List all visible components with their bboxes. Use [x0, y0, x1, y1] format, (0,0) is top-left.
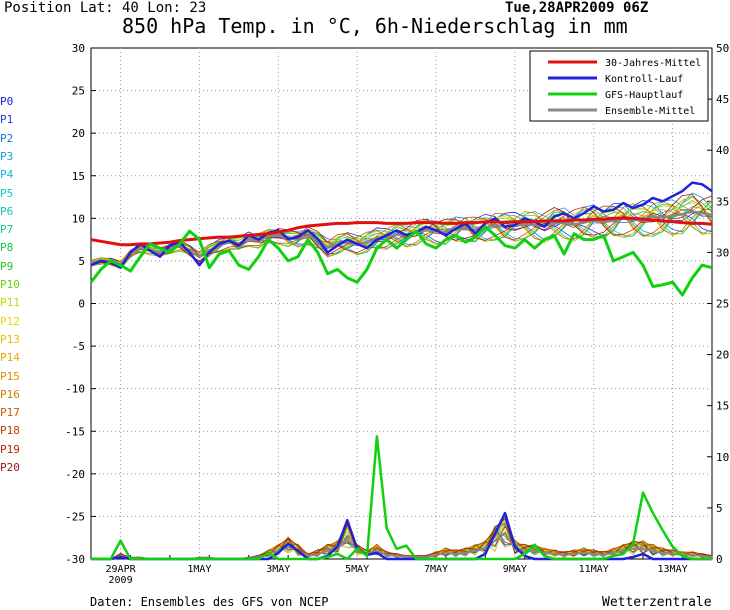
legend: 30-Jahres-Mittel Kontroll-Lauf GFS-Hauptla… [529, 50, 709, 122]
x-tick-label: 11MAY [579, 564, 609, 575]
grid [91, 48, 712, 559]
right-tick-label: 15 [716, 400, 729, 413]
left-tick-label: 10 [72, 212, 85, 225]
right-tick-label: 40 [716, 144, 729, 157]
right-tick-label: 35 [716, 195, 729, 208]
ensemble-member-label: P16 [0, 387, 20, 401]
ensemble-member-label: P17 [0, 406, 20, 420]
left-tick-label: -5 [72, 340, 85, 353]
legend-label: Kontroll-Lauf [605, 74, 683, 85]
run-date: Tue,28APR2009 06Z [505, 0, 649, 16]
ensemble-member-label: P14 [0, 351, 20, 365]
right-tick-label: 30 [716, 246, 729, 259]
ensemble-member-label: P13 [0, 332, 20, 346]
left-tick-label: 30 [72, 42, 85, 55]
ensemble-member-label: P9 [0, 259, 14, 273]
x-tick-label: 5MAY [345, 564, 369, 575]
ensemble-member-label: P11 [0, 296, 20, 310]
x-tick-label: 3MAY [266, 564, 290, 575]
ensemble-member-label: P1 [0, 113, 14, 127]
x-tick-label: 13MAY [658, 564, 688, 575]
right-tick-label: 5 [716, 502, 723, 515]
ensemble-member-label: P10 [0, 278, 20, 291]
ensemble-member-label: P6 [0, 204, 14, 218]
chart-title: 850 hPa Temp. in °C, 6h-Niederschlag in … [122, 14, 628, 38]
right-tick-label: 25 [716, 298, 729, 311]
legend-label: 30-Jahres-Mittel [605, 58, 701, 69]
right-tick-label: 50 [716, 42, 729, 55]
ensemble-member-label: P18 [0, 424, 20, 438]
ensemble-member-label: P8 [0, 241, 14, 255]
ensemble-member-label: P5 [0, 186, 14, 200]
x-tick-label: 7MAY [424, 564, 448, 575]
left-tick-label: -10 [65, 383, 85, 396]
x-tick-label: 1MAY [187, 564, 211, 575]
x-tick-label: 9MAY [503, 564, 527, 575]
ensemble-member-label: P19 [0, 442, 20, 456]
position-label: Position Lat: 40 Lon: 23 [4, 0, 207, 16]
series-lines [89, 181, 713, 561]
axes: 302520151050-5-10-15-20-25-3050454035302… [65, 42, 729, 586]
ensemble-member-label: P15 [0, 369, 20, 383]
left-tick-label: -30 [65, 553, 85, 566]
member-temp-line [90, 195, 713, 266]
ensemble-member-label: P2 [0, 131, 14, 145]
left-tick-label: -20 [65, 468, 85, 481]
data-source: Daten: Ensembles des GFS von NCEP [90, 595, 329, 609]
right-tick-label: 20 [716, 349, 729, 362]
left-tick-label: 25 [72, 85, 85, 98]
series-line-niederschlag-gfs-hauptlauf [91, 435, 712, 561]
member-precip-line [91, 521, 713, 560]
series-line-kontroll-lauf [90, 181, 713, 269]
left-tick-label: 20 [72, 127, 85, 140]
plot-frame [90, 47, 713, 560]
ensemble-member-label: P3 [0, 149, 14, 163]
left-tick-label: 0 [78, 298, 85, 311]
member-precip-line [91, 520, 713, 560]
series-line-gfs-hauptlauf [89, 225, 713, 297]
left-tick-label: 15 [72, 170, 85, 183]
ensemble-member-label: P20 [0, 461, 20, 474]
left-tick-label: -25 [65, 510, 85, 523]
legend-label: Ensemble-Mittel [605, 106, 695, 117]
ensemble-member-label: P4 [0, 168, 14, 182]
left-tick-label: -15 [65, 425, 85, 438]
right-tick-label: 0 [716, 553, 723, 566]
series-line-ensemble-mittel [90, 210, 713, 266]
right-tick-label: 10 [716, 451, 729, 464]
x-tick-year: 2009 [109, 575, 133, 586]
ensemble-member-label: P0 [0, 95, 14, 108]
brand-name: Wetterzentrale [602, 595, 712, 610]
left-tick-label: 5 [78, 255, 85, 268]
ensemble-member-label: P7 [0, 223, 14, 237]
legend-label: GFS-Hauptlauf [605, 90, 683, 101]
right-tick-label: 45 [716, 93, 729, 106]
series-line-30-jahres-mittel [90, 216, 713, 247]
ensemble-member-label: P12 [0, 314, 20, 328]
x-tick-label: 29APR [106, 564, 137, 575]
